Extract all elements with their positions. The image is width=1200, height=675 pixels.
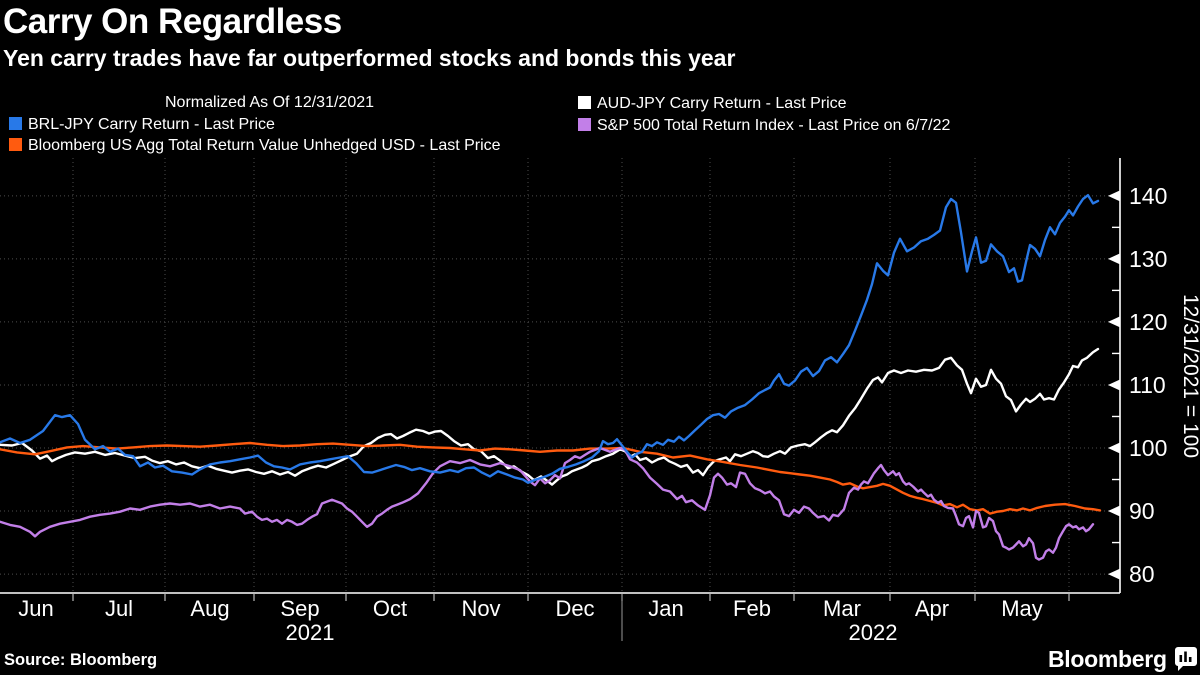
x-month-label: Jun bbox=[18, 596, 53, 621]
x-month-label: Jul bbox=[105, 596, 133, 621]
x-month-label: Dec bbox=[555, 596, 594, 621]
legend-swatch-purple bbox=[578, 118, 591, 131]
series-line-brl-jpy-carry-return bbox=[0, 193, 1100, 484]
y-tick-arrow bbox=[1108, 190, 1120, 202]
y-tick-label: 100 bbox=[1129, 435, 1167, 461]
x-month-label: May bbox=[1001, 596, 1043, 621]
legend-item-aud-jpy: AUD-JPY Carry Return - Last Price bbox=[578, 95, 847, 113]
y-tick-arrow bbox=[1108, 253, 1120, 265]
y-axis-title: 12/31/2021 = 100 bbox=[1179, 294, 1200, 458]
x-month-label: Feb bbox=[733, 596, 771, 621]
y-tick-label: 120 bbox=[1129, 309, 1167, 335]
legend-label: S&P 500 Total Return Index - Last Price … bbox=[597, 117, 951, 134]
legend-label: Bloomberg US Agg Total Return Value Unhe… bbox=[28, 137, 501, 154]
x-year-label: 2022 bbox=[849, 620, 898, 645]
page-title: Carry On Regardless bbox=[3, 2, 342, 41]
y-tick-arrow bbox=[1108, 505, 1120, 517]
x-month-label: Mar bbox=[823, 596, 861, 621]
x-month-label: Oct bbox=[373, 596, 407, 621]
y-tick-label: 80 bbox=[1129, 561, 1155, 587]
legend-label: AUD-JPY Carry Return - Last Price bbox=[597, 95, 847, 112]
y-tick-arrow bbox=[1108, 316, 1120, 328]
page-subtitle: Yen carry trades have far outperformed s… bbox=[3, 45, 736, 71]
series-line-sp500-total-return bbox=[0, 446, 1095, 561]
y-tick-label: 110 bbox=[1129, 372, 1166, 398]
legend-item-brl-jpy: BRL-JPY Carry Return - Last Price bbox=[9, 116, 275, 134]
y-tick-label: 140 bbox=[1129, 183, 1167, 209]
bloomberg-wordmark: Bloomberg bbox=[1048, 646, 1167, 672]
bloomberg-brand: Bloomberg bbox=[1048, 646, 1197, 673]
y-tick-arrow bbox=[1108, 379, 1120, 391]
x-month-label: Sep bbox=[280, 596, 319, 621]
legend-normalization-note: Normalized As Of 12/31/2021 bbox=[165, 94, 375, 111]
legend-item-sp500: S&P 500 Total Return Index - Last Price … bbox=[578, 117, 950, 135]
x-year-label: 2021 bbox=[286, 620, 335, 645]
series-line-us-agg-total-return bbox=[0, 441, 1102, 515]
y-tick-arrow bbox=[1108, 568, 1120, 580]
x-month-label: Jan bbox=[648, 596, 683, 621]
source-attribution: Source: Bloomberg bbox=[4, 651, 158, 669]
y-tick-label: 90 bbox=[1129, 498, 1155, 524]
legend-item-us-agg: Bloomberg US Agg Total Return Value Unhe… bbox=[9, 137, 501, 155]
y-tick-label: 130 bbox=[1129, 246, 1167, 272]
legend-swatch-orange bbox=[9, 138, 22, 151]
legend-swatch-blue bbox=[9, 117, 22, 130]
legend-label: BRL-JPY Carry Return - Last Price bbox=[28, 116, 275, 133]
y-tick-arrow bbox=[1108, 442, 1120, 454]
x-month-label: Aug bbox=[190, 596, 229, 621]
series-line-aud-jpy-carry-return bbox=[0, 347, 1100, 486]
bloomberg-chart-bubble-icon bbox=[1174, 646, 1197, 671]
legend-swatch-white bbox=[578, 96, 591, 109]
x-month-label: Apr bbox=[915, 596, 949, 621]
x-month-label: Nov bbox=[461, 596, 500, 621]
